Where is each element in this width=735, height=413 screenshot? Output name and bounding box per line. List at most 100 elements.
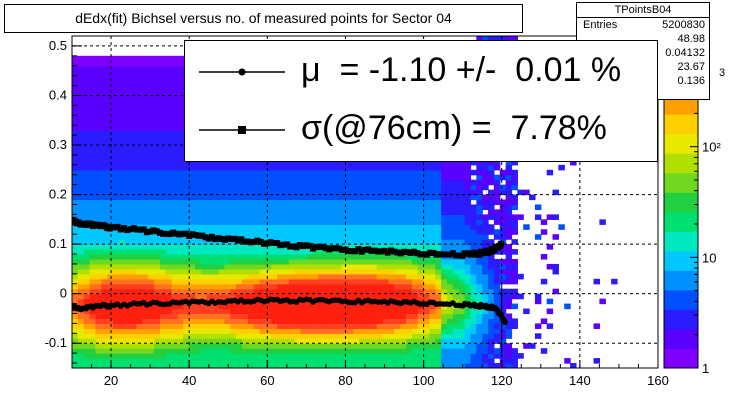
heatmap-cell: [394, 294, 400, 300]
heatmap-cell: [482, 284, 488, 290]
heatmap-cell: [506, 358, 512, 364]
heatmap-cell: [78, 299, 84, 305]
heatmap-cell: [154, 214, 160, 220]
heatmap-cell: [166, 115, 172, 121]
heatmap-cell: [441, 269, 447, 275]
heatmap-cell: [107, 100, 113, 106]
heatmap-cell: [78, 56, 84, 62]
heatmap-cell: [172, 66, 178, 72]
heatmap-cell: [512, 204, 518, 210]
heatmap-cell: [512, 170, 518, 176]
heatmap-cell: [224, 274, 230, 280]
heatmap-cell: [113, 160, 119, 166]
heatmap-cell: [453, 274, 459, 280]
heatmap-cell: [441, 175, 447, 181]
heatmap-cell: [119, 249, 125, 255]
heatmap-cell: [107, 110, 113, 116]
heatmap-cell: [388, 214, 394, 220]
heatmap-cell: [388, 200, 394, 206]
heatmap-cell: [166, 224, 172, 230]
heatmap-cell: [78, 353, 84, 359]
heatmap-cell: [148, 150, 154, 156]
heatmap-cell: [131, 155, 137, 161]
heatmap-cell: [429, 195, 435, 201]
heatmap-cell: [371, 353, 377, 359]
heatmap-cell: [78, 86, 84, 92]
heatmap-cell: [230, 254, 236, 260]
heatmap-cell: [101, 343, 107, 349]
heatmap-cell: [494, 234, 500, 240]
heatmap-cell: [330, 309, 336, 315]
heatmap-cell: [500, 224, 506, 230]
heatmap-cell: [447, 269, 453, 275]
heatmap-cell: [189, 185, 195, 191]
heatmap-cell: [306, 269, 312, 275]
heatmap-cell: [189, 279, 195, 285]
heatmap-cell: [119, 279, 125, 285]
heatmap-cell: [447, 219, 453, 225]
heatmap-cell: [388, 348, 394, 354]
heatmap-cell: [90, 61, 96, 67]
heatmap-cell: [324, 284, 330, 290]
heatmap-cell: [306, 175, 312, 181]
heatmap-cell: [131, 76, 137, 82]
heatmap-cell: [301, 209, 307, 215]
heatmap-cell: [177, 81, 183, 87]
heatmap-cell: [230, 309, 236, 315]
heatmap-cell: [219, 279, 225, 285]
heatmap-cell: [166, 130, 172, 136]
heatmap-cell: [494, 318, 500, 324]
heatmap-cell: [160, 284, 166, 290]
heatmap-cell: [148, 76, 154, 82]
heatmap-cell: [84, 150, 90, 156]
heatmap-cell: [324, 264, 330, 270]
heatmap-cell: [148, 105, 154, 111]
heatmap-cell: [136, 95, 142, 101]
heatmap-cell: [435, 200, 441, 206]
heatmap-cell: [394, 343, 400, 349]
heatmap-cell: [289, 294, 295, 300]
heatmap-cell: [107, 71, 113, 77]
heatmap-cell: [359, 175, 365, 181]
heatmap-cell: [506, 313, 512, 319]
heatmap-cell: [506, 229, 512, 235]
heatmap-cell: [412, 180, 418, 186]
heatmap-cell: [242, 254, 248, 260]
heatmap-cell: [482, 264, 488, 270]
heatmap-cell: [101, 71, 107, 77]
heatmap-cell: [265, 224, 271, 230]
heatmap-cell: [148, 86, 154, 92]
heatmap-cell: [119, 234, 125, 240]
heatmap-cell: [242, 309, 248, 315]
heatmap-cell: [330, 304, 336, 310]
heatmap-cell: [441, 195, 447, 201]
heatmap-cell: [236, 254, 242, 260]
heatmap-cell: [148, 135, 154, 141]
heatmap-cell: [465, 234, 471, 240]
heatmap-cell: [441, 309, 447, 315]
heatmap-cell: [265, 333, 271, 339]
heatmap-cell: [142, 318, 148, 324]
heatmap-cell: [265, 313, 271, 319]
heatmap-cell: [189, 343, 195, 349]
heatmap-cell: [312, 279, 318, 285]
heatmap-cell: [424, 343, 430, 349]
heatmap-cell: [312, 254, 318, 260]
heatmap-cell: [177, 86, 183, 92]
heatmap-cell: [476, 279, 482, 285]
heatmap-cell: [459, 323, 465, 329]
heatmap-cell: [295, 204, 301, 210]
heatmap-cell: [113, 204, 119, 210]
heatmap-cell: [236, 328, 242, 334]
heatmap-cell: [107, 279, 113, 285]
heatmap-cell: [113, 309, 119, 315]
heatmap-cell: [336, 343, 342, 349]
heatmap-cell: [254, 343, 260, 349]
heatmap-cell: [248, 249, 254, 255]
heatmap-cell: [177, 105, 183, 111]
heatmap-cell: [230, 249, 236, 255]
heatmap-cell: [154, 61, 160, 67]
heatmap-cell: [160, 150, 166, 156]
heatmap-cell: [160, 110, 166, 116]
heatmap-cell: [119, 120, 125, 126]
